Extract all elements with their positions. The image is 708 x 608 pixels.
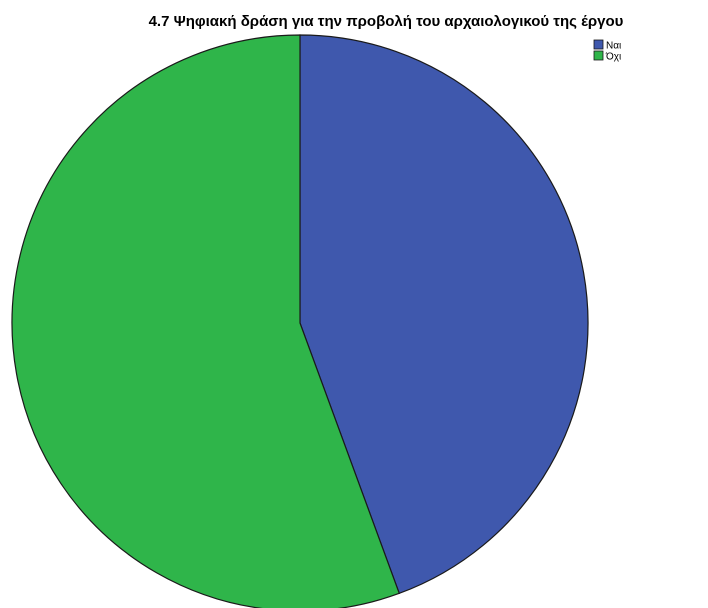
pie-slice-1: [299, 34, 589, 595]
legend-label-2: Όχι: [605, 52, 621, 63]
legend-label-1: Ναι: [606, 41, 621, 52]
pie-slice-2: [11, 34, 401, 608]
legend-swatch-2: [593, 50, 604, 61]
pie-slices: [11, 34, 589, 608]
chart-title: 4.7 Ψηφιακή δράση για την προβολή του αρ…: [149, 13, 624, 30]
legend-swatch-1: [593, 39, 604, 50]
